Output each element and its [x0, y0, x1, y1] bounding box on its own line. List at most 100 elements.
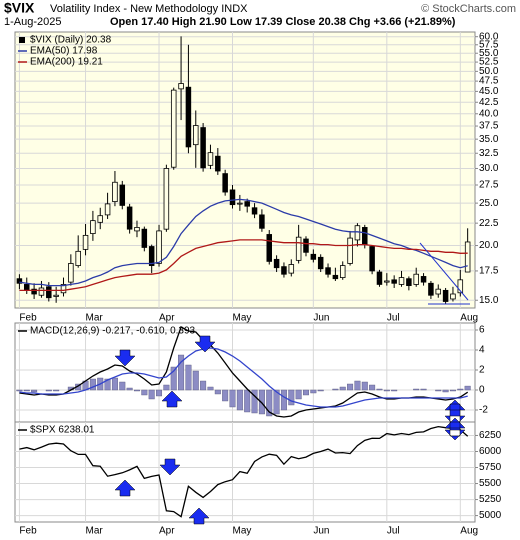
candle-body: [288, 264, 295, 274]
candle-body: [60, 284, 67, 294]
x-tick-label: Apr: [159, 526, 175, 537]
series-line: [19, 425, 469, 518]
candle-body: [46, 286, 52, 299]
y-tick-label: 0: [479, 385, 485, 396]
histogram-bar: [369, 384, 376, 391]
y-tick-label: 27.5: [479, 180, 499, 191]
histogram-bar: [200, 380, 207, 391]
candle-body: [193, 125, 199, 146]
candle-body: [332, 274, 339, 280]
histogram-bar: [354, 380, 361, 391]
y-tick-label: 5500: [479, 478, 502, 489]
candle-body: [435, 288, 442, 295]
candle-body: [68, 263, 74, 283]
y-tick-label: -2: [479, 405, 488, 416]
candle-body: [384, 280, 390, 283]
histogram-bar: [148, 389, 155, 400]
histogram-bar: [207, 386, 214, 391]
arrow: [161, 390, 183, 408]
y-tick-label: 4: [479, 345, 485, 356]
y-tick-label: 22.5: [479, 218, 499, 229]
candle-body: [141, 228, 148, 248]
histogram-bar: [442, 389, 449, 393]
candle-body: [97, 215, 103, 223]
panels: Feb Mar Apr May Jun Jul Aug15.017.520.022.525.…: [14, 31, 502, 537]
x-tick-label: May: [233, 313, 252, 324]
candle-body: [303, 238, 309, 253]
candle-body: [207, 152, 214, 166]
histogram-bar: [288, 389, 295, 406]
x-tick-label: Mar: [86, 526, 104, 537]
y-tick-label: 60.0: [479, 31, 499, 42]
histogram-bar: [251, 389, 258, 414]
y-tick-label: 6250: [479, 430, 502, 441]
candle-body: [134, 227, 140, 232]
candle-body: [31, 288, 37, 295]
x-tick-label: Jun: [313, 526, 329, 537]
histogram-bar: [244, 389, 251, 413]
candle-body: [406, 278, 412, 287]
x-tick-label: Aug: [460, 526, 478, 537]
arrow: [188, 507, 210, 525]
legend-label: EMA(50) 17.98: [30, 46, 98, 57]
candle-body: [126, 206, 133, 230]
histogram-bar: [141, 389, 148, 396]
candle-body: [112, 181, 118, 203]
histogram-bar: [236, 389, 243, 411]
candle-body: [244, 201, 250, 207]
x-tick-label: Jul: [387, 313, 400, 324]
y-tick-label: 40.0: [479, 108, 499, 119]
y-tick-label: 30.0: [479, 163, 499, 174]
x-tick-label: Apr: [159, 313, 175, 324]
x-tick-label: Jul: [387, 526, 400, 537]
header-date: 1-Aug-2025: [4, 16, 62, 28]
header-quote: Open 17.40 High 21.90 Low 17.39 Close 20…: [110, 16, 456, 28]
arrow: [194, 335, 216, 353]
candle-body: [222, 173, 228, 193]
x-tick-label: Feb: [19, 313, 37, 324]
series-line: [19, 198, 468, 287]
candle-body: [119, 184, 126, 206]
histogram-bar: [16, 389, 23, 392]
y-tick-label: 37.5: [479, 121, 499, 132]
x-tick-label: May: [233, 526, 252, 537]
series-line: [19, 239, 468, 292]
candle-body: [420, 276, 427, 283]
y-tick-label: 45.0: [479, 86, 499, 97]
candle-body: [178, 83, 184, 90]
histogram-bar: [126, 387, 133, 391]
x-tick-label: Jun: [313, 313, 329, 324]
candle-body: [229, 189, 236, 206]
histogram-bar: [23, 389, 30, 392]
y-tick-label: 5250: [479, 494, 502, 505]
arrow: [114, 479, 136, 497]
candle-body: [163, 168, 170, 230]
arrow: [114, 349, 136, 367]
histogram-bar: [214, 389, 221, 395]
y-tick-label: 6: [479, 325, 485, 336]
histogram-bar: [229, 389, 236, 408]
histogram-bar: [178, 354, 185, 391]
candle-body: [82, 234, 89, 250]
histogram-bar: [295, 389, 302, 400]
candle-body: [266, 234, 273, 262]
candle-body: [376, 271, 383, 285]
candle-body: [457, 279, 464, 294]
legend-label: MACD(12,26,9) -0.217, -0.610, 0.393: [30, 326, 196, 337]
candle-body: [53, 294, 59, 297]
histogram-bar: [119, 381, 126, 391]
arrow: [159, 458, 181, 476]
candle-body: [259, 214, 265, 229]
candle-body: [295, 236, 302, 261]
histogram-bar: [302, 389, 309, 396]
candle-body: [104, 203, 111, 216]
y-tick-label: 20.0: [479, 240, 499, 251]
histogram-bar: [435, 389, 442, 392]
y-tick-label: 5000: [479, 510, 502, 521]
candle-body: [442, 289, 449, 302]
panel-background: [14, 31, 476, 309]
legend-swatch: [19, 37, 25, 43]
histogram-bar: [185, 364, 192, 391]
histogram-bar: [464, 385, 471, 391]
histogram-bar: [413, 388, 420, 391]
